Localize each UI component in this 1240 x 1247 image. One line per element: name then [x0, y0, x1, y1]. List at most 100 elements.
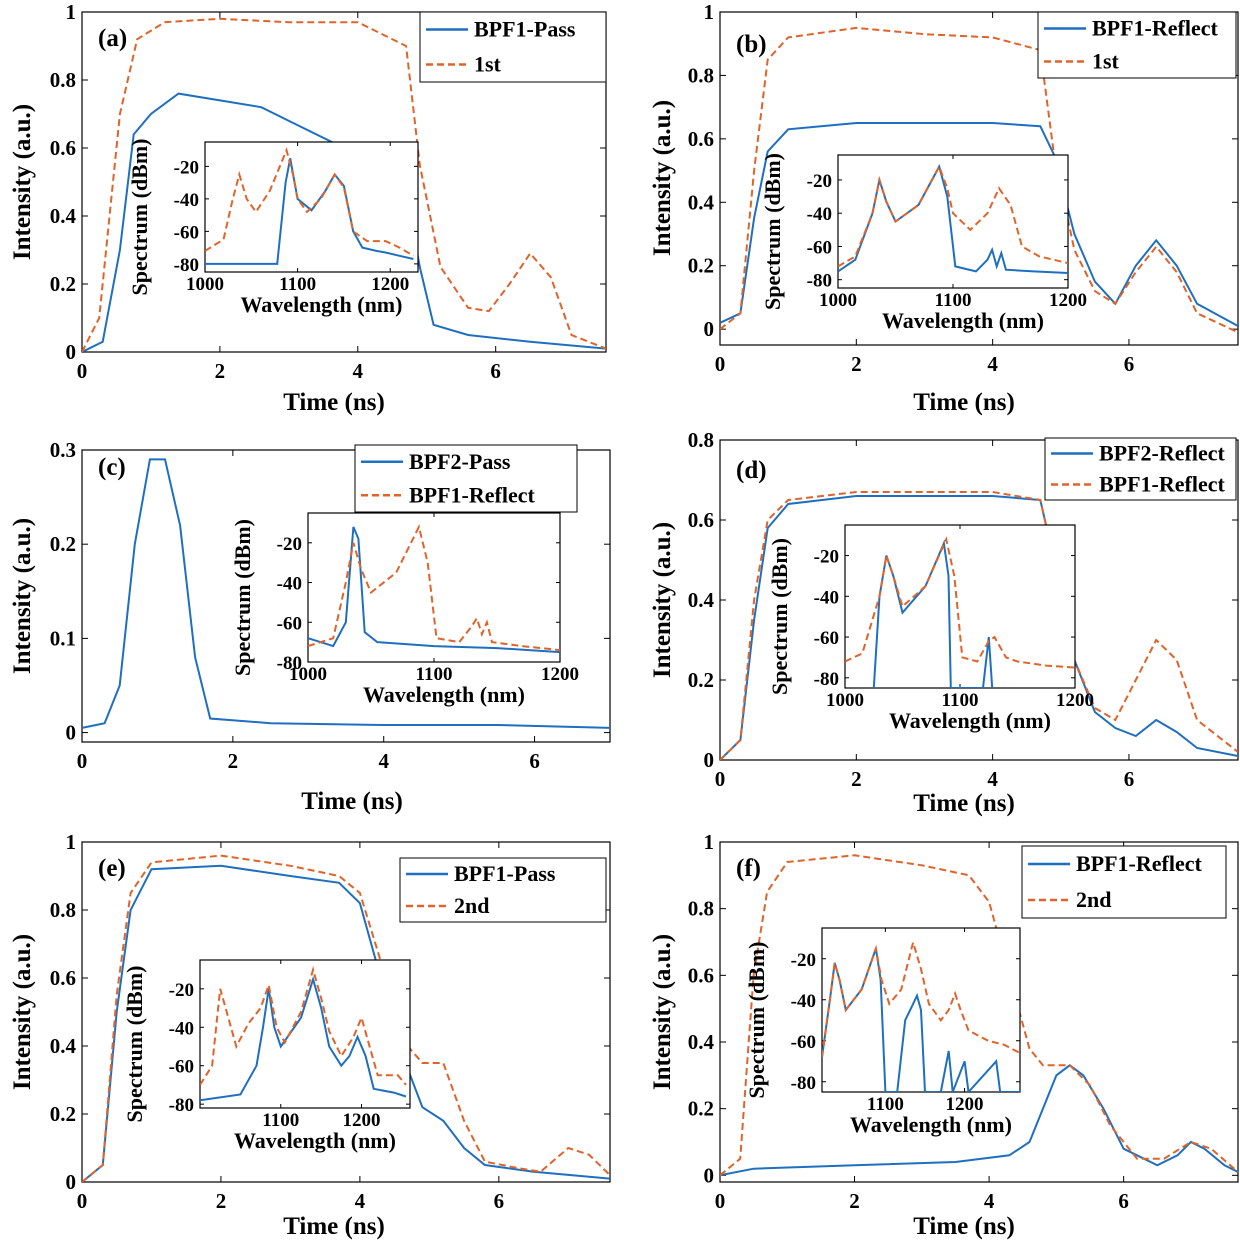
panel-e-y-axis-label: Intensity (a.u.)	[9, 934, 36, 1090]
panel-b-y-tick-label: 0	[704, 317, 715, 341]
panel-a-legend-label: BPF1-Pass	[474, 17, 576, 42]
panel-e-x-axis-label: Time (ns)	[283, 1213, 385, 1240]
panel-c-series-line-bpf2-pass	[82, 458, 610, 729]
panel-f-y-axis-label: Intensity (a.u.)	[649, 934, 676, 1090]
panel-e-y-tick-label: 0	[66, 1170, 77, 1194]
panel-e-legend-label: BPF1-Pass	[454, 861, 556, 886]
panel-b-x-tick-label: 6	[1124, 352, 1135, 376]
panel-a-inset-x-tick-label: 1200	[371, 274, 409, 295]
panel-d-legend-box	[1044, 437, 1237, 501]
panel-f-plot-frame	[719, 841, 1239, 1183]
panel-d-inset-x-tick-label: 1000	[826, 690, 864, 711]
panel-a-series-line-bpf1-pass	[82, 92, 606, 352]
panel-b-plot-frame	[719, 11, 1239, 346]
panel-d-inset-y-axis-label: Spectrum (dBm)	[767, 538, 792, 695]
panel-f-y-tick-label: 0	[704, 1163, 715, 1187]
panel-d-x-tick-label: 2	[851, 767, 862, 791]
panel-c-label: (c)	[98, 454, 126, 481]
panel-a-inset-series-line-1st	[205, 146, 414, 257]
panel-c-inset-x-tick-label: 1200	[541, 664, 579, 685]
panel-c-y-tick-label: 0.1	[50, 626, 76, 650]
panel-f-inset-y-tick-label: -80	[791, 1073, 816, 1094]
panel-c-x-tick-label: 6	[529, 749, 540, 773]
panel-f-x-tick-label: 4	[984, 1189, 995, 1213]
panel-c-inset-y-tick-label: -80	[277, 653, 302, 674]
panel-c-legend-label: BPF1-Reflect	[409, 482, 535, 507]
panel-d-x-tick-label: 6	[1124, 767, 1135, 791]
panel-b-y-tick-label: 0.2	[688, 254, 714, 278]
panel-b-legend-label: 1st	[1092, 49, 1120, 74]
panel-d-y-tick-label: 0.4	[688, 588, 715, 612]
panel-e-inset-y-tick-label: -60	[169, 1057, 194, 1078]
panel-a-y-tick-label: 0.8	[50, 68, 76, 92]
panel-d-inset-bg	[845, 525, 1075, 688]
panel-a-inset-y-axis-label: Spectrum (dBm)	[127, 138, 152, 295]
panel-e-x-tick-label: 6	[494, 1189, 505, 1213]
panel-f-x-tick-label: 6	[1118, 1189, 1129, 1213]
panel-f-x-tick-label: 0	[715, 1189, 726, 1213]
panel-d-inset-y-tick-label: -60	[814, 628, 839, 649]
panel-b-y-tick-label: 0.8	[688, 63, 714, 87]
panel-c-y-tick-label: 0	[66, 721, 77, 745]
panel-b-legend-label: BPF1-Reflect	[1092, 16, 1218, 41]
panel-a-y-tick-label: 0.4	[50, 204, 77, 228]
panel-e-inset-y-axis-label: Spectrum (dBm)	[122, 965, 147, 1122]
panel-a-inset-y-tick-label: -80	[174, 255, 199, 276]
panel-b-series-line-bpf1-reflect	[720, 122, 1238, 327]
panel-f-y-tick-label: 0.8	[688, 897, 714, 921]
panel-e-legend-label: 2nd	[454, 893, 489, 918]
panel-c-inset-series-line-bpf2-pass	[308, 526, 560, 654]
panel-d-label: (d)	[736, 457, 767, 484]
panel-a-x-tick-label: 0	[77, 359, 88, 383]
panel-e-label: (e)	[98, 855, 126, 882]
panel-a-inset-plot-frame	[204, 141, 419, 273]
panel-a-y-tick-label: 0	[66, 340, 77, 364]
panel-c-y-axis-label: Intensity (a.u.)	[9, 518, 36, 674]
panel-c-inset-series-line-bpf1-reflect	[308, 524, 560, 652]
panel-b-x-tick-label: 4	[987, 352, 998, 376]
panel-c-inset-x-axis-label: Wavelength (nm)	[363, 682, 525, 707]
panel-d-y-tick-label: 0.6	[688, 508, 714, 532]
panel-e-x-tick-label: 0	[77, 1189, 88, 1213]
panel-b-x-tick-label: 2	[851, 352, 862, 376]
panel-e-x-tick-label: 4	[355, 1189, 366, 1213]
panel-f-inset-x-tick-label: 1200	[946, 1094, 984, 1115]
panel-e-inset-bg	[200, 960, 410, 1108]
panel-a-legend-label: 1st	[474, 52, 502, 77]
panel-f-inset-y-tick-label: -60	[791, 1032, 816, 1053]
panel-c-inset-x-tick-label: 1000	[289, 664, 327, 685]
panel-b-inset-y-tick-label: -40	[807, 204, 832, 225]
panel-f-label: (f)	[736, 855, 761, 882]
panel-c-x-tick-label: 2	[228, 749, 239, 773]
panel-c-legend-box	[354, 444, 578, 513]
panel-b-inset-y-tick-label: -80	[807, 271, 832, 292]
panel-e-inset-y-tick-label: -40	[169, 1018, 194, 1039]
panel-e-inset-series-line-2nd	[200, 965, 407, 1086]
panel-f-x-axis-label: Time (ns)	[913, 1213, 1015, 1240]
panel-b-y-tick-label: 1	[704, 0, 715, 24]
panel-b-inset-x-tick-label: 1000	[819, 290, 857, 311]
panel-b-inset-y-tick-label: -20	[807, 171, 832, 192]
panel-c-inset-bg	[308, 513, 560, 662]
panel-d-inset-x-tick-label: 1100	[942, 690, 979, 711]
panel-e-x-tick-label: 2	[216, 1189, 227, 1213]
panel-a-x-tick-label: 4	[353, 359, 364, 383]
panel-f-inset-y-tick-label: -40	[791, 991, 816, 1012]
panel-b-x-axis-label: Time (ns)	[913, 389, 1015, 416]
panel-e-inset-series-line-bpf1-pass	[200, 975, 407, 1102]
panel-f-x-tick-label: 2	[849, 1189, 860, 1213]
panel-e-plot-frame	[81, 841, 611, 1183]
panel-e-inset-y-tick-label: -80	[169, 1095, 194, 1116]
panel-d-y-tick-label: 0.2	[688, 668, 714, 692]
panel-b-inset-y-axis-label: Spectrum (dBm)	[760, 153, 785, 310]
panel-c-inset-y-tick-label: -40	[277, 574, 302, 595]
panel-d-y-tick-label: 0.8	[688, 428, 714, 452]
panel-b-inset-x-axis-label: Wavelength (nm)	[882, 308, 1044, 333]
panel-a-label: (a)	[98, 25, 127, 52]
panel-e-inset-x-axis-label: Wavelength (nm)	[234, 1128, 396, 1153]
panel-b-y-tick-label: 0.4	[688, 190, 715, 214]
panel-f-inset-plot-frame	[821, 927, 1021, 1093]
panel-e-y-tick-label: 1	[66, 830, 77, 854]
panel-a-y-tick-label: 1	[66, 0, 77, 24]
